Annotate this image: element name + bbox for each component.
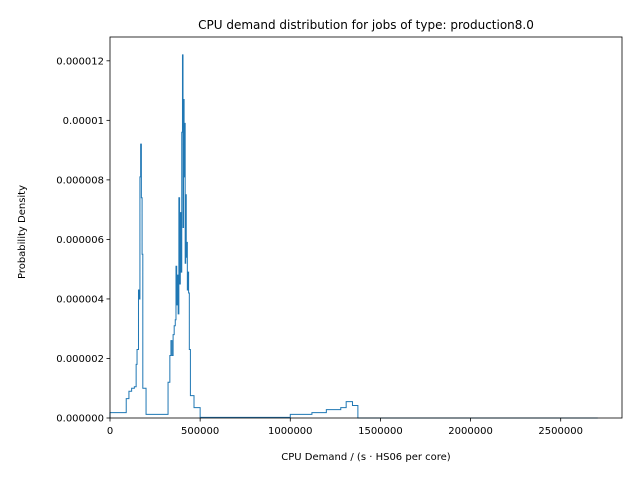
chart-title: CPU demand distribution for jobs of type… xyxy=(198,18,534,32)
x-axis: 0 500000 1000000 1500000 2000000 2500000 xyxy=(107,418,583,437)
x-tick-label: 500000 xyxy=(181,426,219,437)
histogram-step-line xyxy=(109,54,598,419)
y-tick-label: 0.000006 xyxy=(56,235,104,246)
plot-area xyxy=(109,36,623,419)
y-tick-label: 0.000004 xyxy=(56,294,104,305)
y-tick-label: 0.000000 xyxy=(56,414,104,425)
plot-frame xyxy=(109,36,623,419)
y-tick-label: 0.000008 xyxy=(56,175,104,186)
y-axis: 0.000000 0.000002 0.000004 0.000006 0.000008… xyxy=(56,56,110,425)
y-axis-label: Probability Density xyxy=(17,185,28,279)
x-tick-label: 1500000 xyxy=(358,426,403,437)
x-tick-label: 2500000 xyxy=(538,426,583,437)
y-tick-label: 0.000012 xyxy=(56,56,104,67)
x-tick-label: 1000000 xyxy=(268,426,313,437)
y-tick-label: 0.000002 xyxy=(56,354,104,365)
x-tick-label: 0 xyxy=(107,426,113,437)
x-tick-label: 2000000 xyxy=(448,426,493,437)
y-tick-label: 0.00001 xyxy=(63,116,104,127)
x-axis-label: CPU Demand / (s · HS06 per core) xyxy=(281,452,451,463)
